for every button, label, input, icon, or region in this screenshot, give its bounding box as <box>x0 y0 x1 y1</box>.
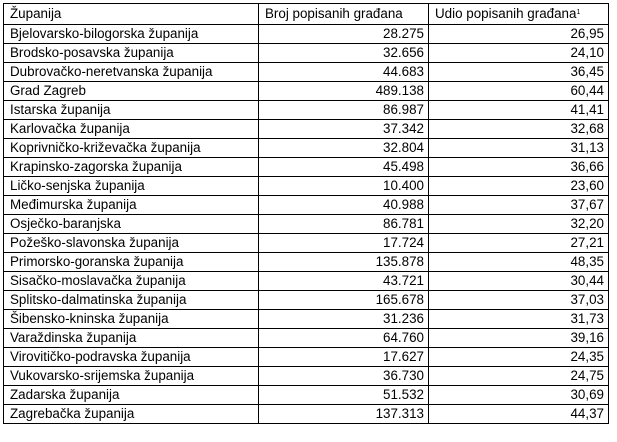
cell-broj: 64.760 <box>258 328 429 348</box>
cell-broj: 32.804 <box>258 138 429 158</box>
table-row: Zagrebačka županija 137.313 44,37 <box>3 404 609 424</box>
header-udio: Udio popisanih građana1 <box>428 3 609 25</box>
cell-udio: 36,45 <box>428 62 609 82</box>
cell-zupanija: Splitsko-dalmatinska županija <box>3 290 259 310</box>
cell-udio: 31,73 <box>428 309 609 329</box>
cell-udio: 37,03 <box>428 290 609 310</box>
cell-broj: 86.781 <box>258 214 429 234</box>
cell-zupanija: Brodsko-posavska županija <box>3 43 259 63</box>
cell-zupanija: Šibensko-kninska županija <box>3 309 259 329</box>
cell-udio: 60,44 <box>428 81 609 101</box>
table-row: Osječko-baranjska 86.781 32,20 <box>3 214 609 234</box>
table-row: Koprivničko-križevačka županija 32.804 31,… <box>3 138 609 158</box>
census-table: Županija Broj popisanih građana Udio pop… <box>3 3 609 424</box>
cell-zupanija: Krapinsko-zagorska županija <box>3 157 259 177</box>
cell-broj: 10.400 <box>258 176 429 196</box>
table-row: Požeško-slavonska županija 17.724 27,21 <box>3 233 609 253</box>
cell-broj: 135.878 <box>258 252 429 272</box>
cell-broj: 43.721 <box>258 271 429 291</box>
cell-udio: 24,75 <box>428 366 609 386</box>
table-row: Šibensko-kninska županija 31.236 31,73 <box>3 309 609 329</box>
cell-zupanija: Virovitičko-podravska županija <box>3 347 259 367</box>
cell-broj: 51.532 <box>258 385 429 405</box>
cell-zupanija: Požeško-slavonska županija <box>3 233 259 253</box>
cell-broj: 165.678 <box>258 290 429 310</box>
cell-broj: 40.988 <box>258 195 429 215</box>
table-row: Istarska županija 86.987 41,41 <box>3 100 609 120</box>
table-row: Varaždinska županija 64.760 39,16 <box>3 328 609 348</box>
cell-udio: 32,20 <box>428 214 609 234</box>
cell-broj: 17.627 <box>258 347 429 367</box>
table-row: Splitsko-dalmatinska županija 165.678 37,0… <box>3 290 609 310</box>
cell-udio: 36,66 <box>428 157 609 177</box>
cell-zupanija: Osječko-baranjska <box>3 214 259 234</box>
cell-udio: 24,10 <box>428 43 609 63</box>
table-row: Vukovarsko-srijemska županija 36.730 24,75 <box>3 366 609 386</box>
cell-zupanija: Sisačko-moslavačka županija <box>3 271 259 291</box>
table-header-row: Županija Broj popisanih građana Udio pop… <box>3 3 609 25</box>
footnote-marker: 1 <box>576 9 581 16</box>
table-row: Karlovačka županija 37.342 32,68 <box>3 119 609 139</box>
cell-udio: 24,35 <box>428 347 609 367</box>
cell-zupanija: Istarska županija <box>3 100 259 120</box>
table-row: Primorsko-goranska županija 135.878 48,35 <box>3 252 609 272</box>
cell-zupanija: Varaždinska županija <box>3 328 259 348</box>
cell-zupanija: Zagrebačka županija <box>3 404 259 424</box>
cell-zupanija: Karlovačka županija <box>3 119 259 139</box>
cell-zupanija: Zadarska županija <box>3 385 259 405</box>
cell-zupanija: Međimurska županija <box>3 195 259 215</box>
cell-broj: 45.498 <box>258 157 429 177</box>
table-row: Zadarska županija 51.532 30,69 <box>3 385 609 405</box>
cell-udio: 37,67 <box>428 195 609 215</box>
cell-udio: 30,44 <box>428 271 609 291</box>
cell-broj: 137.313 <box>258 404 429 424</box>
cell-udio: 48,35 <box>428 252 609 272</box>
cell-broj: 86.987 <box>258 100 429 120</box>
cell-zupanija: Bjelovarsko-bilogorska županija <box>3 24 259 44</box>
cell-udio: 32,68 <box>428 119 609 139</box>
cell-broj: 489.138 <box>258 81 429 101</box>
cell-zupanija: Primorsko-goranska županija <box>3 252 259 272</box>
cell-zupanija: Ličko-senjska županija <box>3 176 259 196</box>
table-row: Brodsko-posavska županija 32.656 24,10 <box>3 43 609 63</box>
header-broj: Broj popisanih građana <box>258 3 429 25</box>
cell-zupanija: Vukovarsko-srijemska županija <box>3 366 259 386</box>
cell-broj: 37.342 <box>258 119 429 139</box>
cell-broj: 31.236 <box>258 309 429 329</box>
cell-udio: 44,37 <box>428 404 609 424</box>
cell-zupanija: Koprivničko-križevačka županija <box>3 138 259 158</box>
cell-broj: 28.275 <box>258 24 429 44</box>
table-row: Bjelovarsko-bilogorska županija 28.275 26,… <box>3 24 609 44</box>
table-row: Sisačko-moslavačka županija 43.721 30,44 <box>3 271 609 291</box>
cell-udio: 27,21 <box>428 233 609 253</box>
cell-broj: 32.656 <box>258 43 429 63</box>
cell-udio: 23,60 <box>428 176 609 196</box>
cell-udio: 31,13 <box>428 138 609 158</box>
cell-broj: 17.724 <box>258 233 429 253</box>
cell-zupanija: Grad Zagreb <box>3 81 259 101</box>
table-row: Virovitičko-podravska županija 17.627 24,3… <box>3 347 609 367</box>
cell-broj: 36.730 <box>258 366 429 386</box>
header-udio-label: Udio popisanih građana <box>435 6 577 21</box>
table-row: Ličko-senjska županija 10.400 23,60 <box>3 176 609 196</box>
table-row: Dubrovačko-neretvanska županija 44.683 36,… <box>3 62 609 82</box>
cell-udio: 30,69 <box>428 385 609 405</box>
table-row: Grad Zagreb 489.138 60,44 <box>3 81 609 101</box>
cell-udio: 39,16 <box>428 328 609 348</box>
cell-udio: 26,95 <box>428 24 609 44</box>
cell-zupanija: Dubrovačko-neretvanska županija <box>3 62 259 82</box>
header-zupanija: Županija <box>3 3 259 25</box>
table-row: Međimurska županija 40.988 37,67 <box>3 195 609 215</box>
table-row: Krapinsko-zagorska županija 45.498 36,66 <box>3 157 609 177</box>
cell-udio: 41,41 <box>428 100 609 120</box>
cell-broj: 44.683 <box>258 62 429 82</box>
